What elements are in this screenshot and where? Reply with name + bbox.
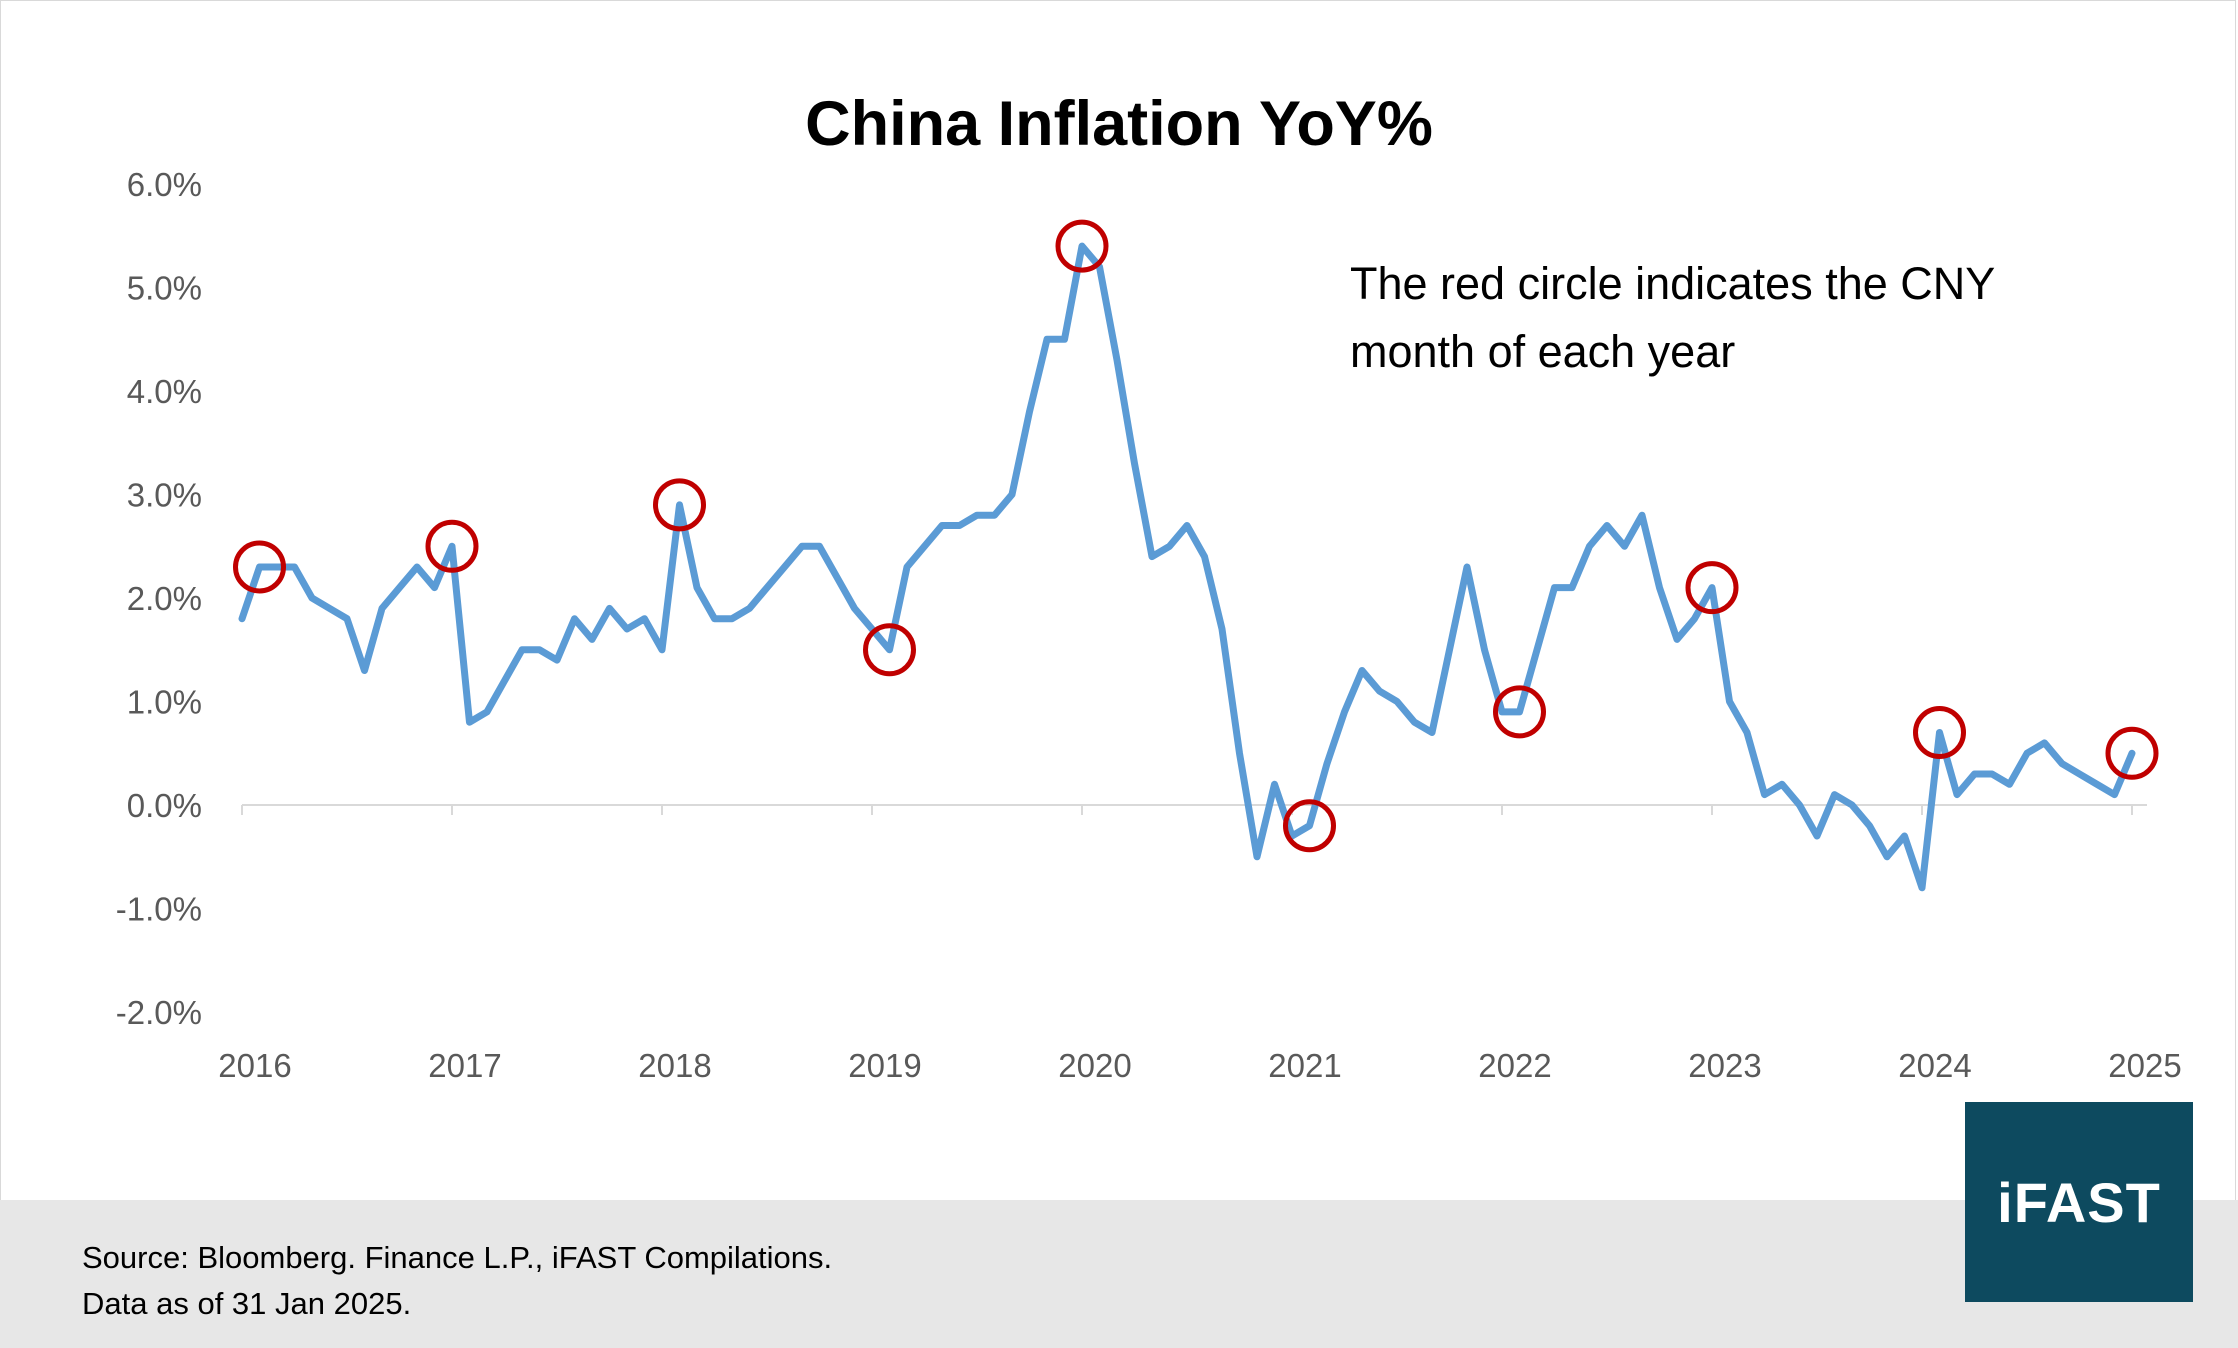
x-tick-label: 2018	[638, 1047, 711, 1084]
chart-title: China Inflation YoY%	[805, 89, 1433, 159]
x-tick-label: 2020	[1058, 1047, 1131, 1084]
y-tick-label: 2.0%	[127, 580, 202, 617]
cny-highlight-circle	[233, 540, 286, 594]
cny-highlight-circle	[1685, 561, 1739, 615]
y-tick-label: -2.0%	[116, 994, 202, 1031]
x-tick-label: 2025	[2108, 1047, 2181, 1084]
y-tick-label: -1.0%	[116, 891, 202, 928]
y-tick-label: 4.0%	[127, 373, 202, 410]
x-tick-label: 2021	[1268, 1047, 1341, 1084]
ifast-logo: iFAST	[1965, 1102, 2193, 1302]
x-tick-label: 2024	[1898, 1047, 1971, 1084]
x-tick-label: 2017	[428, 1047, 501, 1084]
footer: Source: Bloomberg. Finance L.P., iFAST C…	[0, 1200, 2238, 1348]
cny-highlight-circle	[425, 519, 479, 573]
y-tick-label: 3.0%	[127, 477, 202, 514]
cny-highlight-circle	[1055, 219, 1109, 273]
cny-highlight-circle	[653, 478, 706, 532]
cpi-series-line	[238, 242, 2136, 892]
cny-highlight-circle	[2105, 726, 2159, 780]
source-note: Source: Bloomberg. Finance L.P., iFAST C…	[82, 1240, 833, 1275]
y-tick-label: 6.0%	[127, 166, 202, 203]
logo-text: iFAST	[1997, 1170, 2161, 1234]
x-tick-label: 2023	[1688, 1047, 1761, 1084]
x-tick-label: 2016	[218, 1047, 291, 1084]
y-tick-label: 1.0%	[127, 684, 202, 721]
date-note: Data as of 31 Jan 2025.	[82, 1286, 412, 1321]
x-tick-label: 2022	[1478, 1047, 1551, 1084]
cny-highlight-circle	[863, 623, 916, 677]
cny-highlight-circle	[1913, 706, 1966, 760]
cny-highlight-circle	[1283, 799, 1336, 853]
cny-highlight-circle	[1493, 685, 1546, 739]
x-tick-label: 2019	[848, 1047, 921, 1084]
y-tick-label: 0.0%	[127, 787, 202, 824]
y-tick-label: 5.0%	[127, 270, 202, 307]
cny-annotation: The red circle indicates the CNY month o…	[1350, 258, 1995, 377]
